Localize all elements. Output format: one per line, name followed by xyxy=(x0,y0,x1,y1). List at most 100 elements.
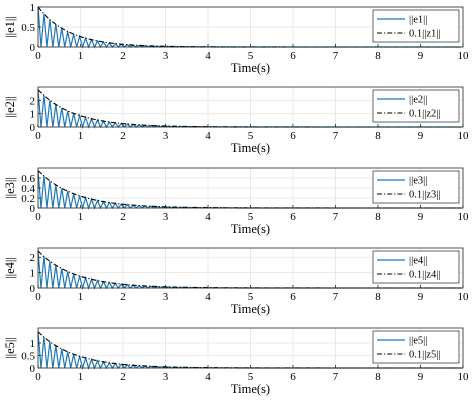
y-tick-label: 0.5 xyxy=(21,351,35,363)
x-tick-label: 8 xyxy=(375,50,381,62)
legend-label-e2: ||e2|| xyxy=(409,95,427,106)
legend-label-z2: 0.1||z2|| xyxy=(409,109,440,120)
legend-box xyxy=(372,250,460,284)
y-tick-label: 0 xyxy=(30,42,36,54)
x-tick-label: 2 xyxy=(120,211,126,223)
x-tick-label: 3 xyxy=(163,50,169,62)
x-tick-label: 2 xyxy=(120,371,126,383)
x-axis-label: Time(s) xyxy=(231,222,270,236)
x-tick-label: 10 xyxy=(458,371,470,383)
x-tick-label: 0 xyxy=(35,130,41,142)
x-tick-label: 5 xyxy=(248,211,254,223)
legend-label-e1: ||e1|| xyxy=(409,15,427,26)
legend-label-z4: 0.1||z4|| xyxy=(409,270,440,281)
legend: ||e1|| 0.1||z1|| xyxy=(372,9,460,43)
x-axis-label: Time(s) xyxy=(231,61,270,75)
legend-label-e4: ||e4|| xyxy=(409,256,427,267)
x-tick-label: 3 xyxy=(163,211,169,223)
series-line-z3 xyxy=(37,170,463,209)
x-tick-label: 3 xyxy=(163,130,169,142)
x-tick-label: 9 xyxy=(418,50,424,62)
x-tick-label: 9 xyxy=(418,291,424,303)
legend-box xyxy=(372,330,460,364)
x-tick-label: 9 xyxy=(418,371,424,383)
legend: ||e2|| 0.1||z2|| xyxy=(372,89,460,123)
x-tick-label: 7 xyxy=(333,50,339,62)
y-axis-label: ||e5|| xyxy=(3,337,17,359)
legend-label-e5: ||e5|| xyxy=(409,336,427,347)
x-tick-label: 9 xyxy=(418,130,424,142)
x-tick-label: 4 xyxy=(205,211,211,223)
x-tick-label: 1 xyxy=(78,371,84,383)
y-tick-label: 1 xyxy=(30,268,36,280)
x-tick-label: 1 xyxy=(78,211,84,223)
x-tick-label: 10 xyxy=(458,211,470,223)
x-tick-label: 0 xyxy=(35,371,41,383)
x-tick-label: 4 xyxy=(205,371,211,383)
legend: ||e4|| 0.1||z4|| xyxy=(372,250,460,284)
x-tick-label: 10 xyxy=(458,291,470,303)
x-tick-label: 4 xyxy=(205,50,211,62)
y-tick-label: 1 xyxy=(30,338,36,350)
x-tick-label: 6 xyxy=(290,291,296,303)
series-line-z5 xyxy=(37,331,463,369)
y-tick-label: 0.5 xyxy=(21,22,35,34)
y-tick-label: 0 xyxy=(30,363,36,375)
y-axis-label: ||e4|| xyxy=(3,257,17,279)
x-axis-label: Time(s) xyxy=(231,141,270,155)
x-tick-label: 4 xyxy=(205,291,211,303)
x-tick-label: 2 xyxy=(120,130,126,142)
x-axis-label: Time(s) xyxy=(231,302,270,316)
y-tick-label: 0 xyxy=(30,203,36,215)
legend-box xyxy=(372,9,460,43)
y-tick-label: 1 xyxy=(30,2,36,14)
legend-label-e3: ||e3|| xyxy=(409,176,427,187)
y-tick-label: 0.2 xyxy=(21,193,35,205)
x-tick-label: 10 xyxy=(458,130,470,142)
y-tick-label: 0.6 xyxy=(21,173,35,185)
legend-label-z3: 0.1||z3|| xyxy=(409,190,440,201)
x-tick-label: 8 xyxy=(375,291,381,303)
x-tick-label: 7 xyxy=(333,130,339,142)
x-tick-label: 10 xyxy=(458,50,470,62)
y-tick-label: 1 xyxy=(30,109,36,121)
x-tick-label: 1 xyxy=(78,50,84,62)
x-tick-label: 8 xyxy=(375,211,381,223)
legend-box xyxy=(372,170,460,204)
x-tick-label: 9 xyxy=(418,211,424,223)
x-tick-label: 5 xyxy=(248,291,254,303)
x-tick-label: 0 xyxy=(35,291,41,303)
legend-label-z5: 0.1||z5|| xyxy=(409,350,440,361)
subplot-4: 0 1 2 3 4 5 6 7 8 9 10 0 1 2 Time(s) ||e4|| ||e4|| 0.1||z… xyxy=(3,247,470,316)
y-axis-label: ||e2|| xyxy=(3,96,17,118)
x-tick-label: 6 xyxy=(290,130,296,142)
x-tick-label: 5 xyxy=(248,371,254,383)
x-tick-label: 2 xyxy=(120,50,126,62)
legend: ||e5|| 0.1||z5|| xyxy=(372,330,460,364)
x-tick-label: 0 xyxy=(35,50,41,62)
x-tick-label: 8 xyxy=(375,130,381,142)
y-tick-label: 0.4 xyxy=(21,183,35,195)
x-axis-label: Time(s) xyxy=(231,382,270,396)
x-tick-label: 7 xyxy=(333,211,339,223)
x-tick-label: 6 xyxy=(290,371,296,383)
x-tick-label: 5 xyxy=(248,130,254,142)
x-tick-label: 1 xyxy=(78,130,84,142)
x-tick-label: 0 xyxy=(35,211,41,223)
y-tick-label: 2 xyxy=(30,252,36,264)
y-axis-label: ||e1|| xyxy=(3,16,17,38)
x-tick-label: 4 xyxy=(205,130,211,142)
x-tick-label: 1 xyxy=(78,291,84,303)
x-tick-label: 3 xyxy=(163,371,169,383)
y-tick-label: 0 xyxy=(30,122,36,134)
y-tick-label: 0 xyxy=(30,283,36,295)
x-tick-label: 3 xyxy=(163,291,169,303)
legend-box xyxy=(372,89,460,123)
x-tick-label: 6 xyxy=(290,211,296,223)
x-tick-label: 7 xyxy=(333,371,339,383)
